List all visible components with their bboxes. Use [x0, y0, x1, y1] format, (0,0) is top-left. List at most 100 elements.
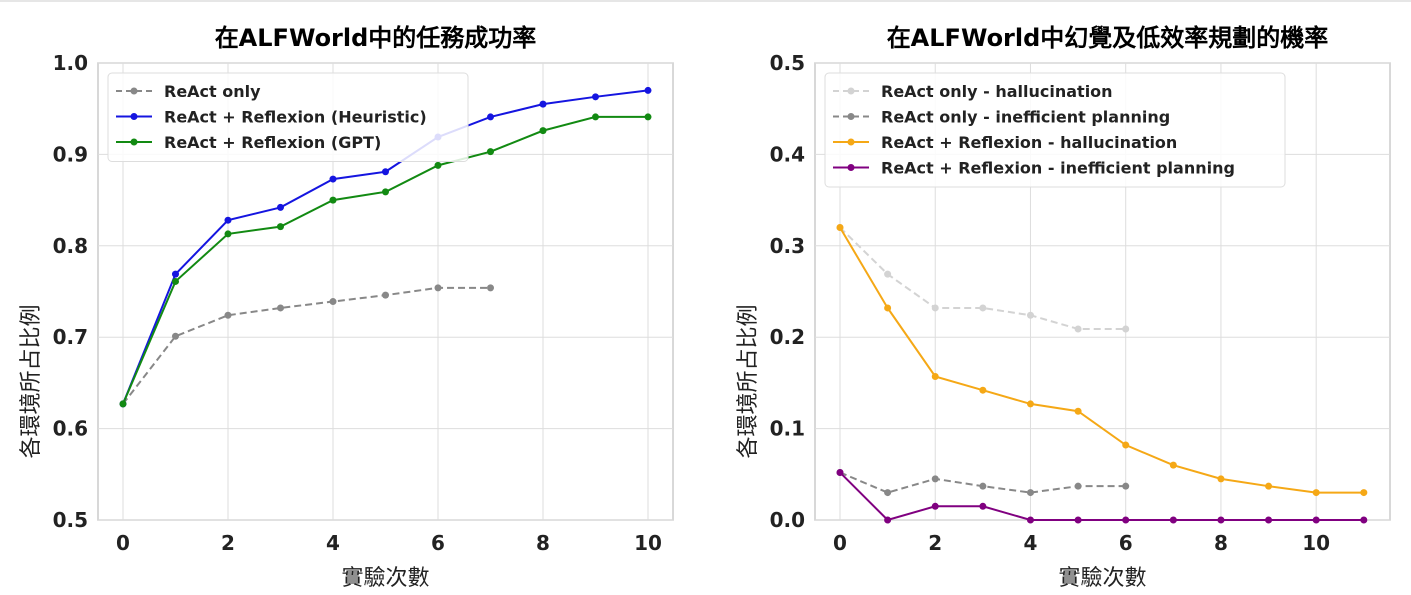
x-tick-label: 6 [1119, 531, 1133, 555]
legend-box [107, 72, 469, 162]
legend-label: ReAct + Reflexion (GPT) [164, 133, 381, 152]
y-tick-label: 0.4 [770, 142, 805, 166]
data-point [1217, 516, 1225, 524]
series-react-only-inefficient-planning [836, 468, 1130, 497]
data-point [382, 168, 389, 176]
x-tick-label: 8 [536, 531, 550, 555]
data-point [1122, 325, 1130, 333]
legend-label: ReAct + Reflexion (Heuristic) [164, 108, 427, 127]
series-react-reflexion-hallucination [836, 224, 1368, 497]
data-point [329, 298, 337, 306]
data-point [171, 277, 179, 285]
data-point [1122, 441, 1130, 449]
chart-2: 0 2 4 6 8 10 0.0 0.1 0.2 0.3 0.4 0.5 在ALFWorld中幻覺及低效… [736, 24, 1391, 591]
x-tick-label: 2 [221, 531, 235, 555]
data-point [1360, 516, 1368, 524]
data-point [171, 332, 179, 340]
data-point [1074, 407, 1082, 415]
data-point [434, 284, 442, 292]
data-point [329, 175, 337, 183]
data-point [979, 482, 987, 490]
y-tick-label: 0.9 [53, 142, 88, 166]
data-point [979, 304, 987, 312]
data-point [1026, 489, 1034, 497]
legend-label: ReAct only - inefficient planning [881, 108, 1170, 127]
legend-marker [130, 113, 138, 120]
x-tick-label: 4 [326, 531, 340, 555]
data-point [539, 100, 547, 108]
data-point [276, 203, 284, 211]
y-tick-label: 0.8 [53, 234, 88, 258]
data-point [836, 468, 844, 476]
y-tick-label: 0.5 [53, 508, 88, 532]
legend-label: ReAct + Reflexion - inefficient planning [881, 159, 1235, 178]
data-point [884, 489, 892, 497]
x-tick-label: 10 [1302, 531, 1330, 555]
y-tick-label: 1.0 [53, 51, 88, 75]
series-react-reflexion-inefficient-planning [836, 468, 1368, 524]
data-point [1026, 400, 1034, 408]
data-point [1312, 489, 1320, 497]
series-react-reflexion-gpt- [119, 113, 652, 408]
data-point [382, 291, 389, 299]
y-tick-label: 0.7 [53, 325, 88, 349]
data-point [1312, 516, 1320, 524]
data-point [1122, 482, 1130, 490]
legend-label: ReAct only - hallucination [881, 82, 1113, 101]
data-point [836, 224, 844, 232]
x-tick-label: 0 [116, 531, 130, 555]
chart-1: 0 2 4 6 8 10 0.5 0.6 0.7 0.8 0.9 1.0 在ALFWorld中的任務成功… [19, 24, 674, 591]
data-point [1074, 516, 1082, 524]
x-tick-label: 2 [928, 531, 942, 555]
data-point [644, 113, 652, 121]
data-point [1026, 516, 1034, 524]
data-point [592, 113, 600, 121]
legend-marker [847, 164, 855, 171]
data-point [1026, 311, 1034, 319]
data-point [884, 270, 892, 278]
data-point [1122, 516, 1130, 524]
y-tick-label: 0.6 [53, 417, 88, 441]
y-tick-label: 0.1 [770, 417, 805, 441]
y-tick-label: 0.2 [770, 325, 805, 349]
chart-title: 在ALFWorld中的任務成功率 [215, 24, 537, 52]
data-point [644, 86, 652, 94]
data-point [1074, 325, 1082, 333]
data-point [1265, 516, 1273, 524]
data-point [1169, 516, 1177, 524]
x-tick-label: 4 [1024, 531, 1038, 555]
data-point [884, 304, 892, 312]
series-line [839, 227, 1364, 494]
y-axis-label: 各環境所占比例 [736, 304, 761, 458]
x-axis-label: 實驗次數 [1058, 566, 1146, 591]
y-axis-label: 各環境所占比例 [19, 304, 44, 458]
data-point [979, 502, 987, 510]
series-line [839, 471, 1364, 522]
chart-title: 在ALFWorld中幻覺及低效率規劃的機率 [887, 24, 1329, 52]
data-point [592, 93, 600, 101]
data-point [487, 148, 495, 156]
legend-marker [130, 138, 138, 146]
legend-marker [130, 87, 138, 95]
y-tick-label: 0.0 [770, 508, 805, 532]
data-point [931, 373, 939, 381]
legend: ReAct only ReAct + Reflexion (Heuristic) R… [107, 72, 469, 162]
series-react-only [119, 284, 495, 408]
data-point [539, 127, 547, 135]
x-tick-label: 0 [833, 531, 847, 555]
legend-marker [847, 87, 855, 95]
data-point [382, 188, 389, 196]
data-point [979, 386, 987, 394]
data-point [434, 161, 442, 169]
legend-marker [847, 113, 855, 120]
data-point [487, 113, 495, 121]
y-tick-label: 0.3 [770, 234, 805, 258]
data-point [224, 230, 232, 238]
data-point [171, 270, 179, 278]
legend: ReAct only - hallucination ReAct only - i… [824, 72, 1286, 188]
data-point [884, 516, 892, 524]
data-point [931, 475, 939, 483]
x-tick-label: 6 [431, 531, 445, 555]
data-point [276, 304, 284, 312]
